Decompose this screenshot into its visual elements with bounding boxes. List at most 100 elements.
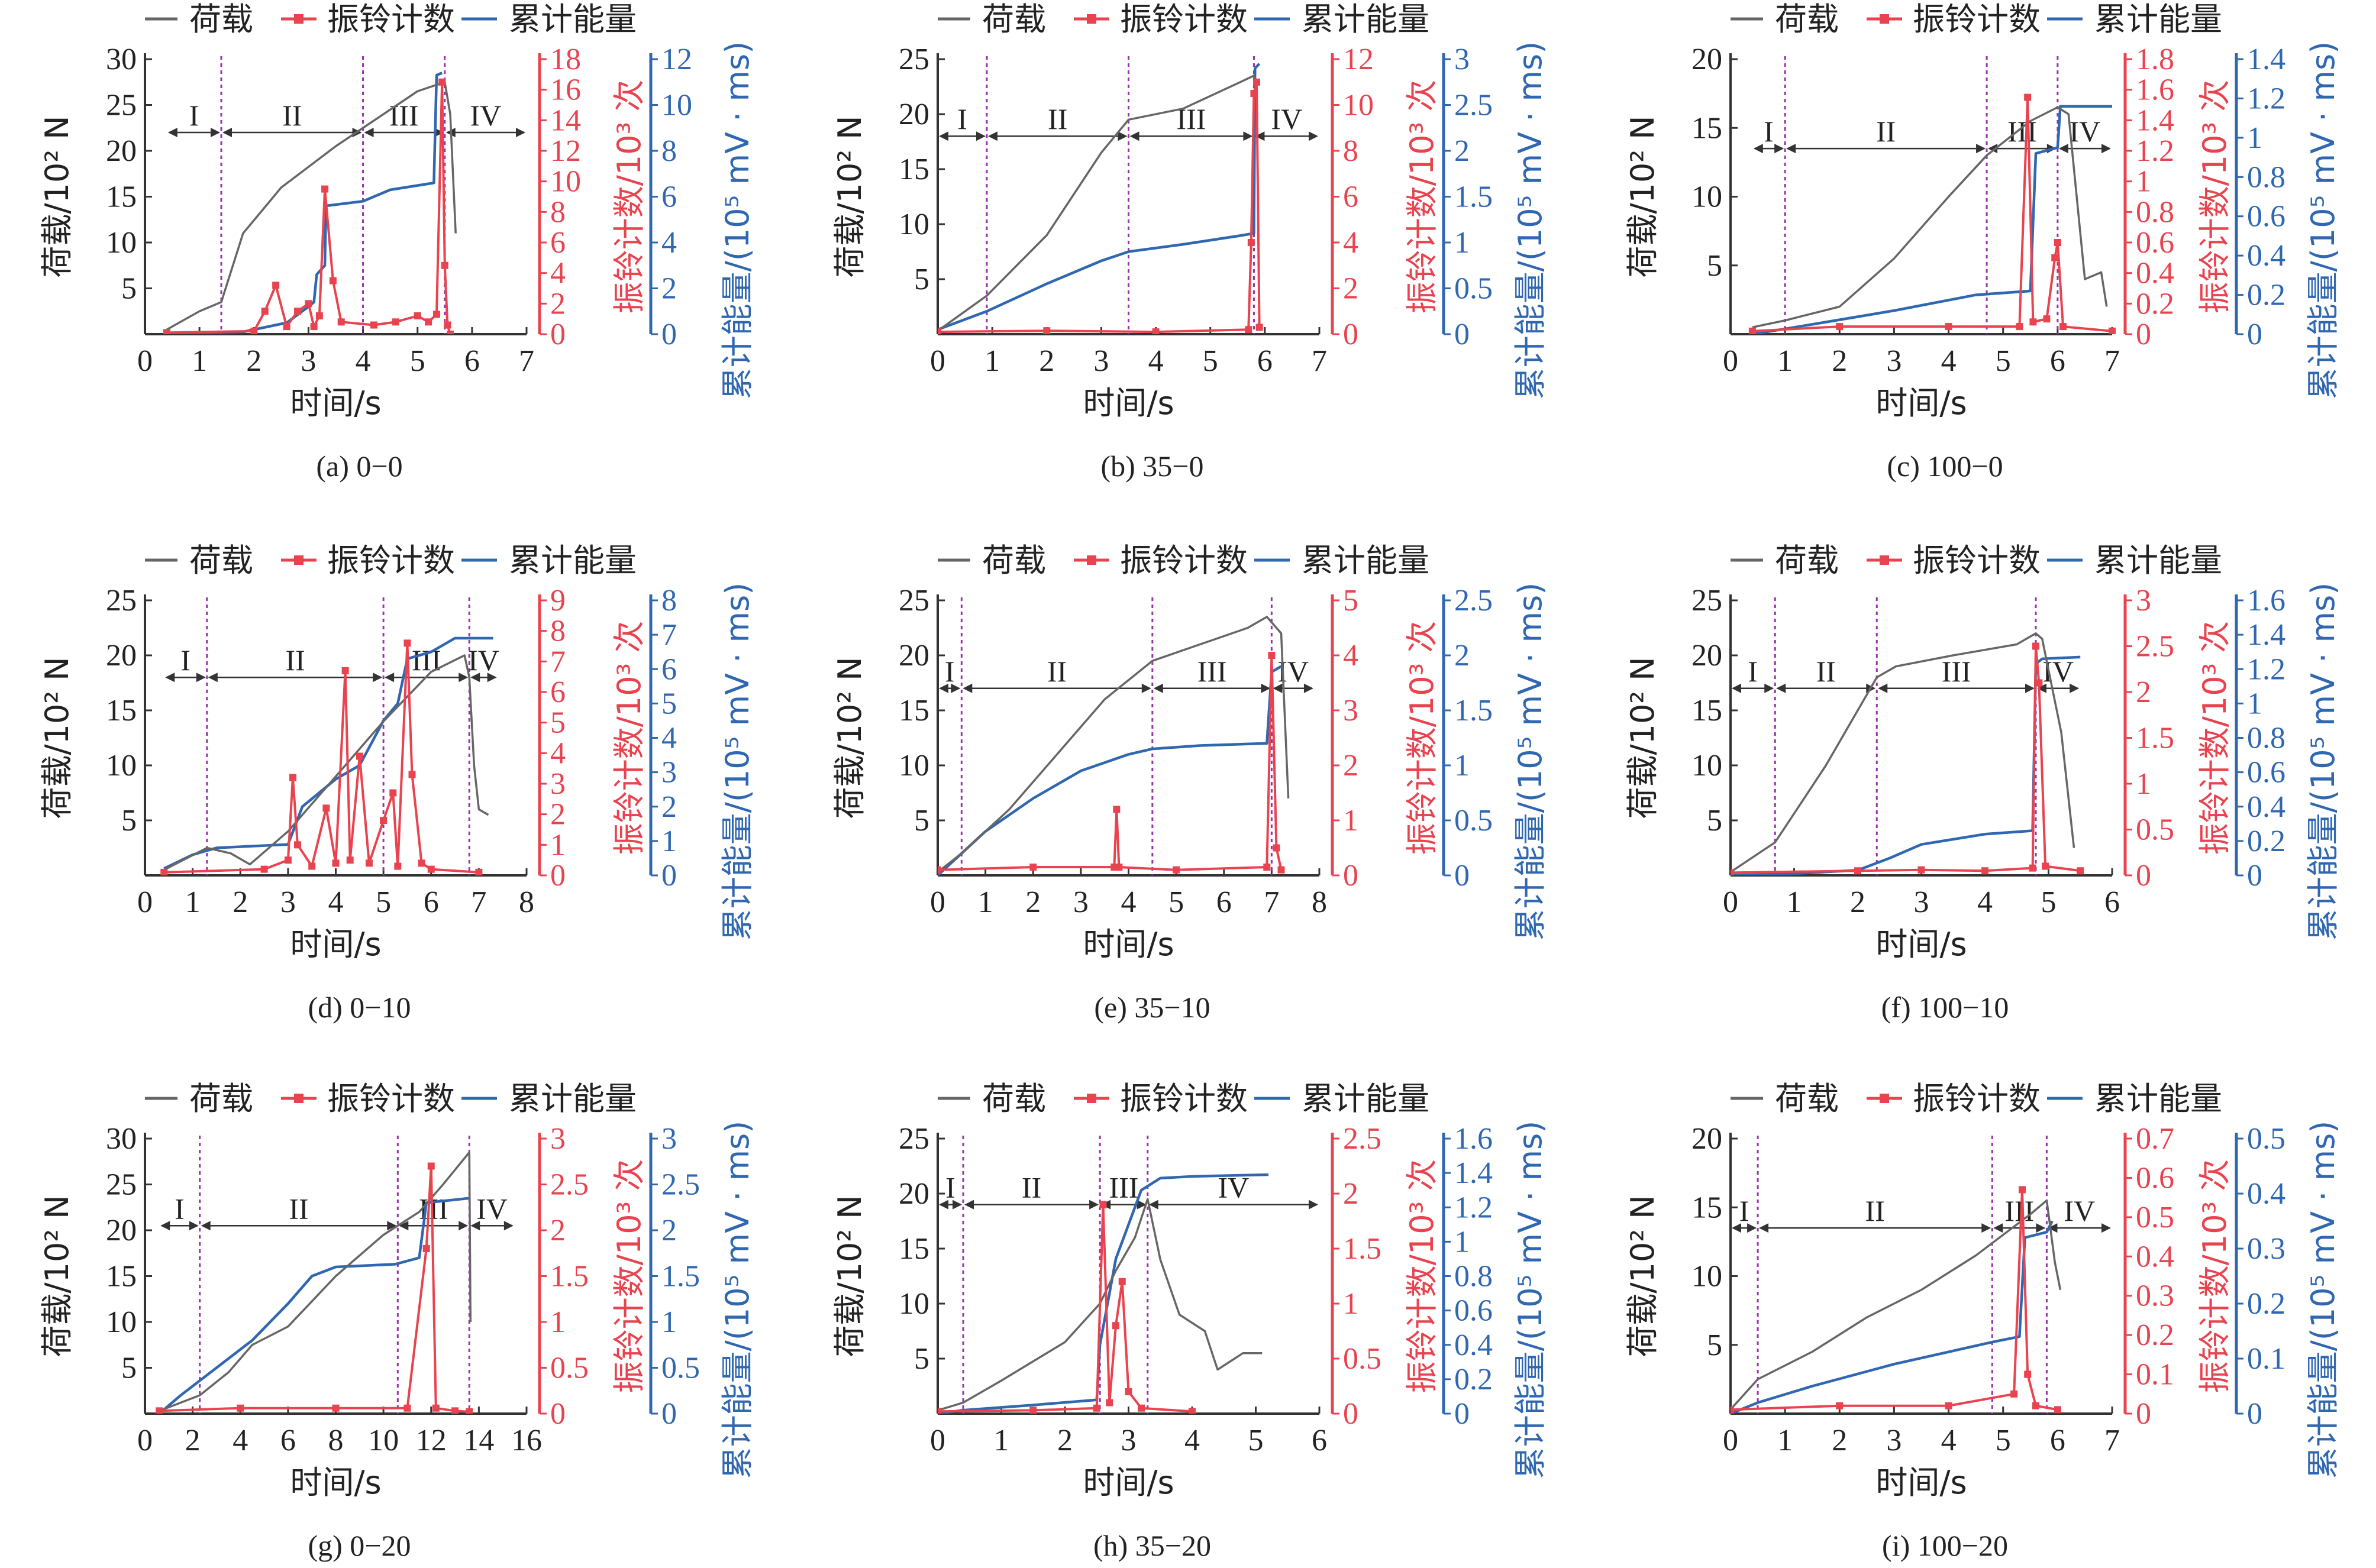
x-tick-label: 2 [1025,885,1041,919]
energy-tick-label: 12 [661,43,692,76]
load-tick-label: 5 [914,804,929,838]
energy-tick-label: 0.4 [2247,790,2285,824]
x-tick-label: 2 [246,344,262,378]
energy-tick-label: 8 [661,134,677,168]
stage-arrow-head-left [470,673,480,683]
energy-tick-label: 3 [1454,43,1470,76]
ringdown-tick-label: 0.5 [2136,1201,2174,1234]
x-tick-label: 7 [1264,885,1279,919]
stage-arrow-head-right [2036,1223,2046,1233]
x-tick-label: 4 [1184,1424,1200,1457]
ringdown-point [427,1162,435,1170]
energy-tick-label: 5 [661,687,677,720]
legend-ringdown-label: 振铃计数 [327,542,455,579]
ringdown-point [370,321,377,329]
stage-arrow-head-right [1303,683,1313,693]
panel-caption: (b) 35−0 [1101,450,1204,483]
stage-arrow-head-right [951,683,961,693]
load-tick-label: 5 [121,1352,137,1385]
stage-arrow-head-left [963,683,973,693]
ringdown-tick-label: 10 [1343,89,1374,122]
ringdown-point [294,308,301,315]
x-tick-label: 7 [2104,344,2120,378]
legend-ringdown-marker [1880,1094,1889,1103]
ringdown-point [427,865,435,873]
ringdown-point [156,1407,163,1414]
x-tick-label: 8 [519,885,534,919]
stage-label: II [1876,115,1896,148]
ringdown-axis-label: 振铃计数/10³ 次 [2196,80,2233,314]
ringdown-point [1138,1404,1145,1412]
legend: 荷载 振铃计数 累计能量 [145,1080,637,1117]
x-tick-label: 7 [519,344,534,378]
energy-tick-label: 0.2 [2247,279,2285,312]
stage-arrow-head-left [1786,144,1796,154]
energy-tick-label: 8 [661,584,677,617]
stage-label: III [1942,655,1971,688]
load-series-line [166,81,457,331]
stage-label: II [1047,655,1067,688]
energy-tick-label: 0.6 [2247,200,2285,234]
series-group [938,616,1290,875]
ringdown-tick-label: 16 [550,73,581,107]
ringdown-tick-label: 2.5 [2136,630,2174,664]
series-group [156,1151,473,1414]
load-tick-label: 20 [106,134,137,168]
legend-energy-label: 累计能量 [1302,1,1429,38]
energy-series-line [158,1197,470,1414]
ringdown-tick-label: 1 [1343,804,1358,838]
load-axis-label: 荷载/10² N [1624,1195,1661,1357]
load-tick-label: 15 [1691,1191,1722,1224]
stage-arrow-head-left [470,1221,480,1231]
ringdown-point [2054,1406,2061,1414]
ringdown-point [408,771,416,778]
stage-arrow-head-right [211,128,220,137]
stage-label: III [1109,1171,1138,1204]
panel-caption: (i) 100−20 [1882,1529,2008,1562]
legend-ringdown-marker [294,14,304,24]
x-tick-label: 1 [1777,344,1793,378]
load-tick-label: 10 [106,226,137,260]
ringdown-tick-label: 1.5 [1343,1232,1381,1266]
ringdown-point [1113,806,1121,813]
ringdown-point [250,327,258,334]
x-tick-label: 3 [1093,344,1109,378]
x-tick-label: 1 [994,1424,1009,1457]
load-tick-label: 15 [106,180,137,214]
energy-tick-label: 0.8 [1454,1260,1493,1294]
energy-tick-label: 0 [661,318,677,351]
energy-series-line [938,665,1282,875]
stage-arrow-head-left [1255,131,1265,141]
ringdown-axis-label: 振铃计数/10³ 次 [1403,1159,1441,1394]
ringdown-tick-label: 2 [550,798,566,832]
energy-tick-label: 1.5 [1454,694,1493,728]
legend-ringdown-label: 振铃计数 [1913,1080,2041,1117]
ringdown-tick-label: 2 [1343,272,1358,306]
panel-caption: (g) 0−20 [308,1529,411,1562]
energy-tick-label: 0 [661,1397,677,1431]
ringdown-point [418,859,425,867]
ringdown-point [1112,1322,1119,1330]
ringdown-series-line [1731,645,2081,874]
ringdown-point [2035,679,2043,687]
energy-tick-label: 7 [661,618,677,652]
ringdown-tick-label: 1 [2136,165,2151,199]
legend-energy-label: 累计能量 [2094,542,2222,579]
ringdown-point [1748,327,1756,334]
stage-label: II [1816,655,1836,688]
ringdown-point [938,328,941,334]
legend-ringdown-marker [294,555,304,565]
x-tick-label: 1 [978,885,993,919]
ringdown-series-line [164,642,479,874]
load-tick-label: 20 [106,639,137,673]
stage-label: II [1048,102,1067,135]
ringdown-tick-label: 2.5 [1343,1122,1381,1156]
legend: 荷载 振铃计数 累计能量 [145,1,637,38]
ringdown-point [1247,239,1255,246]
energy-tick-label: 1.6 [1454,1122,1493,1156]
ringdown-tick-label: 9 [550,584,566,617]
x-tick-label: 6 [2050,1424,2065,1457]
ringdown-point [261,308,269,315]
ringdown-tick-label: 1.4 [2136,104,2174,137]
energy-tick-label: 0.5 [661,1352,700,1385]
